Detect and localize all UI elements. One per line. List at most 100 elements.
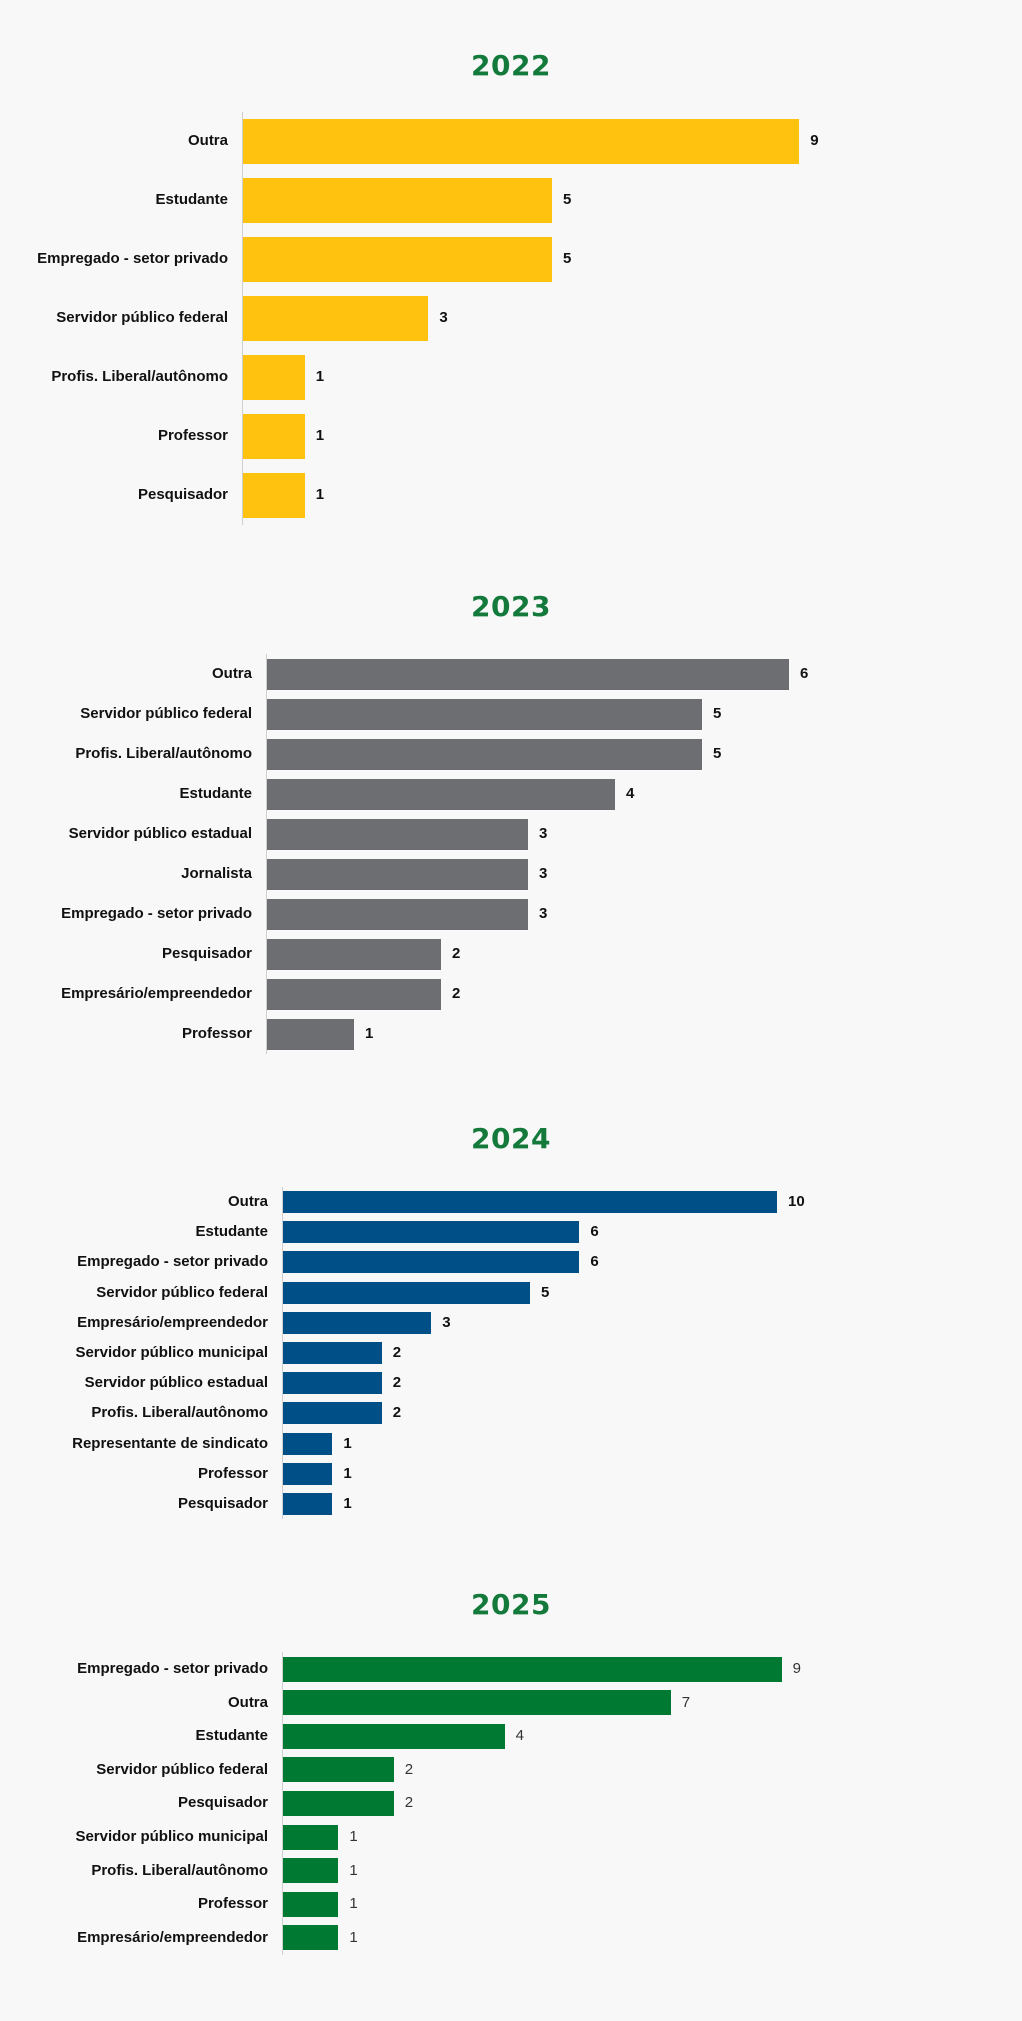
category-label: Servidor público federal — [80, 705, 252, 722]
bar — [283, 1281, 530, 1304]
value-label: 1 — [343, 1464, 352, 1482]
bar — [283, 1251, 580, 1274]
value-label: 6 — [800, 665, 809, 682]
category-label: Outra — [211, 665, 252, 682]
bar — [283, 1925, 339, 1951]
category-label: Estudante — [155, 191, 228, 208]
value-label: 3 — [442, 1313, 451, 1331]
bar — [243, 177, 552, 223]
value-label: 7 — [681, 1693, 691, 1711]
value-label: 2 — [452, 945, 461, 962]
bar — [283, 1824, 339, 1850]
category-label: Pesquisador — [177, 1794, 268, 1812]
chart-title-2025: 2025 — [471, 1588, 551, 1621]
bar — [243, 295, 429, 341]
category-label: Empregado - setor privado — [77, 1660, 268, 1677]
bar — [243, 472, 305, 518]
value-label: 4 — [515, 1727, 524, 1745]
value-label: 4 — [626, 785, 635, 802]
value-label: 3 — [539, 905, 548, 922]
bar — [283, 1891, 339, 1917]
value-label: 1 — [365, 1025, 374, 1042]
category-label: Empregado - setor privado — [61, 905, 252, 922]
value-label: 6 — [590, 1253, 599, 1271]
value-label: 1 — [349, 1895, 358, 1913]
category-label: Jornalista — [181, 865, 252, 882]
bar — [267, 698, 702, 730]
value-label: 9 — [810, 132, 819, 149]
chart-title-2022: 2022 — [471, 49, 551, 82]
value-label: 3 — [539, 825, 548, 842]
bar — [283, 1342, 382, 1364]
category-label: Professor — [197, 1895, 268, 1913]
y-axis-line — [282, 1186, 283, 1520]
bar — [267, 778, 615, 810]
category-label: Servidor público federal — [96, 1760, 268, 1778]
category-label: Servidor público municipal — [75, 1344, 268, 1361]
category-label: Pesquisador — [137, 486, 228, 503]
category-label: Empresário/empreendedor — [77, 1928, 268, 1946]
y-axis-line — [282, 1652, 283, 1955]
bar — [243, 354, 305, 400]
value-label: 2 — [404, 1794, 414, 1812]
category-label: Servidor público federal — [56, 309, 228, 326]
bar — [267, 938, 441, 970]
category-label: Empresário/empreendedor — [61, 985, 252, 1002]
bar — [243, 413, 305, 459]
value-label: 5 — [713, 745, 722, 762]
bar — [283, 1690, 671, 1716]
category-label: Profis. Liberal/autônomo — [91, 1861, 268, 1879]
bar — [267, 1018, 354, 1050]
chart-title-2024: 2024 — [471, 1122, 551, 1155]
category-label: Empregado - setor privado — [77, 1253, 268, 1271]
category-label: Estudante — [195, 1223, 268, 1241]
value-label: 9 — [792, 1660, 801, 1677]
bar — [283, 1221, 580, 1244]
category-label: Servidor público municipal — [75, 1828, 268, 1845]
bar — [283, 1372, 382, 1395]
category-label: Profis. Liberal/autônomo — [51, 368, 228, 385]
value-label: 5 — [713, 705, 722, 722]
bar — [267, 978, 441, 1010]
bar — [283, 1858, 339, 1884]
bar — [283, 1432, 333, 1455]
bar — [283, 1493, 333, 1515]
category-label: Empresário/empreendedor — [77, 1313, 268, 1331]
bar — [267, 658, 789, 690]
value-label: 1 — [315, 427, 325, 444]
bar — [243, 236, 552, 282]
bar — [283, 1790, 394, 1816]
value-label: 6 — [590, 1223, 599, 1241]
value-label: 1 — [349, 1828, 358, 1845]
category-label: Outra — [227, 1193, 268, 1210]
bar — [267, 738, 702, 770]
bar — [243, 118, 800, 164]
bar — [267, 898, 528, 930]
bar — [283, 1757, 394, 1783]
category-label: Pesquisador — [161, 945, 252, 962]
category-label: Profis. Liberal/autônomo — [91, 1404, 268, 1422]
value-label: 5 — [563, 191, 572, 208]
y-axis-line — [266, 654, 267, 1054]
value-label: 1 — [315, 368, 325, 385]
category-label: Servidor público estadual — [84, 1374, 268, 1392]
category-label: Pesquisador — [177, 1495, 268, 1512]
value-label: 3 — [439, 309, 448, 326]
value-label: 1 — [343, 1495, 352, 1512]
value-label: 10 — [788, 1193, 805, 1210]
category-label: Professor — [157, 427, 228, 444]
category-label: Outra — [227, 1693, 268, 1711]
value-label: 1 — [343, 1434, 352, 1452]
bar — [283, 1311, 432, 1334]
value-label: 5 — [563, 250, 572, 267]
category-label: Outra — [187, 132, 228, 149]
value-label: 2 — [392, 1404, 402, 1422]
bar — [283, 1656, 782, 1682]
category-label: Estudante — [179, 785, 252, 802]
category-label: Professor — [197, 1464, 268, 1482]
value-label: 2 — [392, 1374, 402, 1392]
value-label: 2 — [452, 985, 461, 1002]
value-label: 3 — [539, 865, 548, 882]
category-label: Professor — [181, 1025, 252, 1042]
value-label: 1 — [315, 486, 325, 503]
